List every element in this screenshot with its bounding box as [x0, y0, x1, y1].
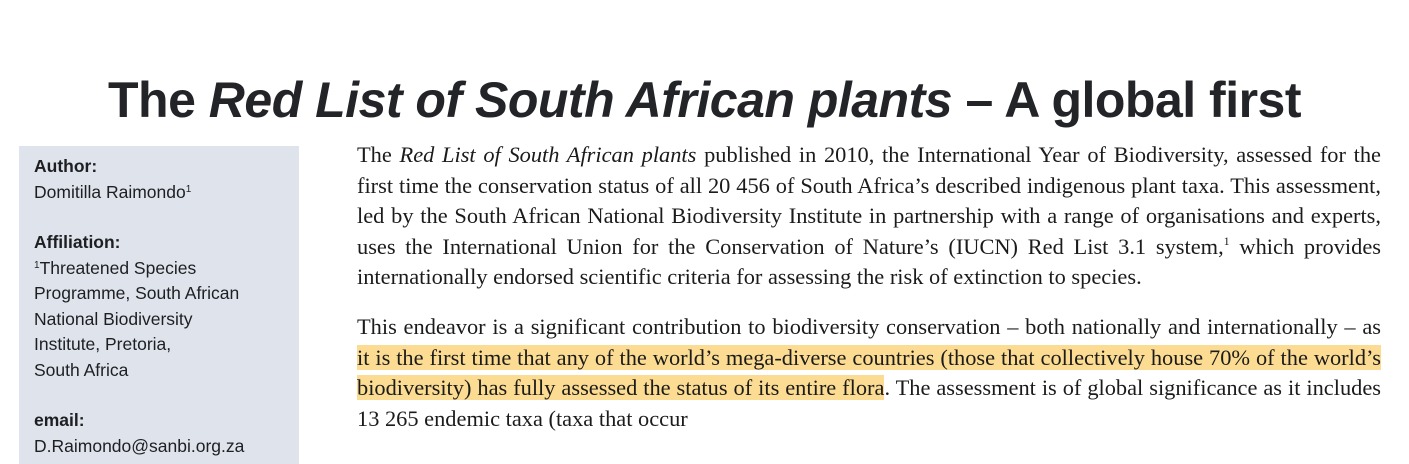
title-prefix: The: [107, 71, 209, 128]
p1-italic-title: Red List of South African plants: [399, 142, 697, 167]
affiliation-line: 1Threatened Species: [34, 256, 299, 282]
author-block: Author: Domitilla Raimondo1: [34, 154, 299, 205]
affiliation-line: Institute, Pretoria,: [34, 334, 172, 354]
affiliation-line: South Africa: [34, 359, 129, 380]
title-suffix: – A global first: [952, 71, 1302, 128]
paragraph-2: This endeavor is a significant contribut…: [357, 312, 1381, 434]
affiliation-footnote-marker: 1: [34, 259, 40, 271]
author-footnote-marker: 1: [185, 183, 192, 195]
affiliation-block: Affiliation: 1Threatened Species Program…: [34, 230, 299, 383]
email-address: D.Raimondo@sanbi.org.za: [34, 435, 245, 456]
affiliation-line-text: Threatened Species: [39, 257, 197, 278]
article-title: The Red List of South African plants – A…: [0, 68, 1409, 132]
author-label: Author:: [34, 156, 98, 176]
p1-footnote-marker: 1: [1223, 233, 1230, 248]
article-body: The Red List of South African plants pub…: [357, 140, 1381, 453]
paragraph-1: The Red List of South African plants pub…: [357, 140, 1381, 293]
email-label: email:: [34, 410, 85, 430]
title-italic: Red List of South African plants: [208, 71, 953, 128]
p2-text-b: . The assessment is of global significan…: [357, 375, 1381, 431]
p2-text-a: This endeavor is a significant contribut…: [357, 313, 1381, 339]
p1-lead: The: [357, 142, 400, 167]
p1-text-a: published in 2010, the International Yea…: [357, 142, 1381, 259]
author-name: Domitilla Raimondo1: [34, 180, 299, 206]
affiliation-line: National Biodiversity: [34, 308, 193, 329]
author-info-sidebar: Author: Domitilla Raimondo1 Affiliation:…: [19, 146, 299, 464]
email-block: email: D.Raimondo@sanbi.org.za: [34, 408, 299, 459]
author-name-text: Domitilla Raimondo: [34, 181, 186, 202]
affiliation-line: Programme, South African: [34, 283, 240, 303]
p1-text-b: which provides internationally endorsed …: [357, 233, 1381, 290]
affiliation-label: Affiliation:: [34, 232, 121, 252]
